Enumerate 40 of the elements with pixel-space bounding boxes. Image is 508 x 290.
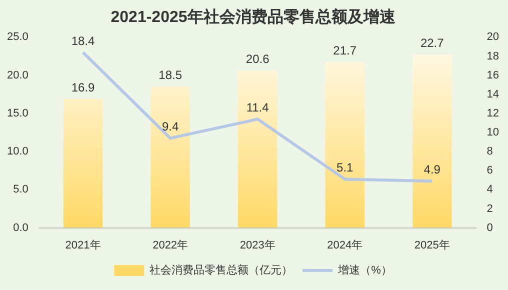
y2-tick-label: 18 bbox=[486, 50, 500, 62]
y2-tick-label: 14 bbox=[486, 88, 500, 100]
bar bbox=[150, 86, 190, 228]
legend-label: 增速（%） bbox=[337, 264, 392, 277]
y2-tick-label: 20 bbox=[486, 31, 500, 44]
y-tick-label: 20.0 bbox=[6, 69, 28, 82]
x-tick-label: 2021年 bbox=[65, 239, 101, 252]
data-label: 4.9 bbox=[424, 162, 441, 176]
data-label: 9.4 bbox=[162, 120, 179, 134]
y2-tick-label: 2 bbox=[486, 202, 493, 215]
data-label: 18.4 bbox=[71, 34, 96, 48]
data-label: 20.6 bbox=[246, 52, 270, 66]
bar bbox=[63, 98, 103, 228]
y2-tick-label: 16 bbox=[486, 69, 500, 82]
y2-tick-label: 10 bbox=[486, 126, 500, 139]
x-tick-label: 2025年 bbox=[414, 239, 450, 252]
x-tick-label: 2024年 bbox=[327, 239, 363, 252]
y2-tick-label: 0 bbox=[486, 222, 493, 234]
y2-tick-label: 6 bbox=[486, 164, 493, 177]
data-label: 16.9 bbox=[71, 80, 96, 94]
legend-label: 社会消费品零售总额（亿元） bbox=[150, 264, 293, 277]
y-tick-label: 10.0 bbox=[6, 146, 28, 158]
bar bbox=[412, 54, 452, 228]
y2-tick-label: 12 bbox=[486, 107, 500, 120]
x-tick-label: 2022年 bbox=[152, 239, 188, 252]
data-label: 18.5 bbox=[158, 68, 182, 82]
data-label: 11.4 bbox=[246, 100, 270, 114]
y-tick-label: 15.0 bbox=[6, 107, 28, 120]
x-tick-label: 2023年 bbox=[240, 239, 276, 252]
y-tick-label: 25.0 bbox=[6, 31, 28, 44]
y2-tick-label: 8 bbox=[486, 146, 493, 158]
chart-title: 2021-2025年社会消费品零售总额及增速 bbox=[110, 8, 396, 26]
bar bbox=[325, 62, 364, 228]
data-label: 5.1 bbox=[336, 160, 354, 175]
y2-tick-label: 4 bbox=[486, 184, 493, 196]
y-tick-label: 5.0 bbox=[13, 184, 28, 196]
y-tick-label: 0.0 bbox=[13, 222, 28, 234]
data-label: 21.7 bbox=[333, 44, 357, 58]
bar bbox=[238, 70, 278, 228]
data-label: 22.7 bbox=[420, 36, 444, 50]
